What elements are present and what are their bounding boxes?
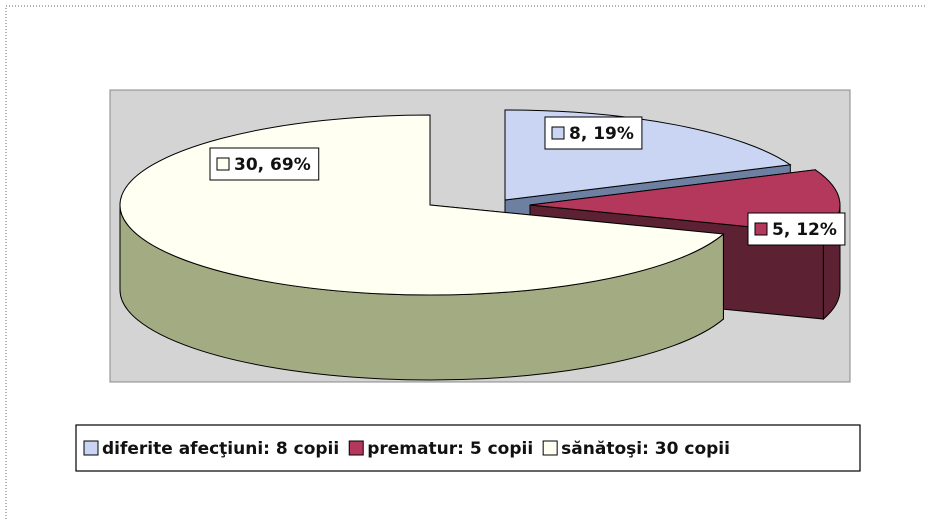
data-label: 8, 19% bbox=[569, 124, 634, 144]
legend-label: sănătoşi: 30 copii bbox=[561, 439, 730, 459]
legend-label: prematur: 5 copii bbox=[367, 439, 533, 459]
data-label-swatch bbox=[216, 157, 230, 171]
data-label-swatch bbox=[754, 222, 768, 236]
legend-label: diferite afecţiuni: 8 copii bbox=[102, 439, 339, 459]
data-label: 5, 12% bbox=[772, 220, 837, 240]
legend-swatch bbox=[542, 440, 558, 456]
legend bbox=[75, 424, 861, 472]
legend-swatch bbox=[83, 440, 99, 456]
legend-swatch bbox=[348, 440, 364, 456]
data-label-swatch bbox=[551, 126, 565, 140]
data-label: 30, 69% bbox=[234, 155, 311, 175]
